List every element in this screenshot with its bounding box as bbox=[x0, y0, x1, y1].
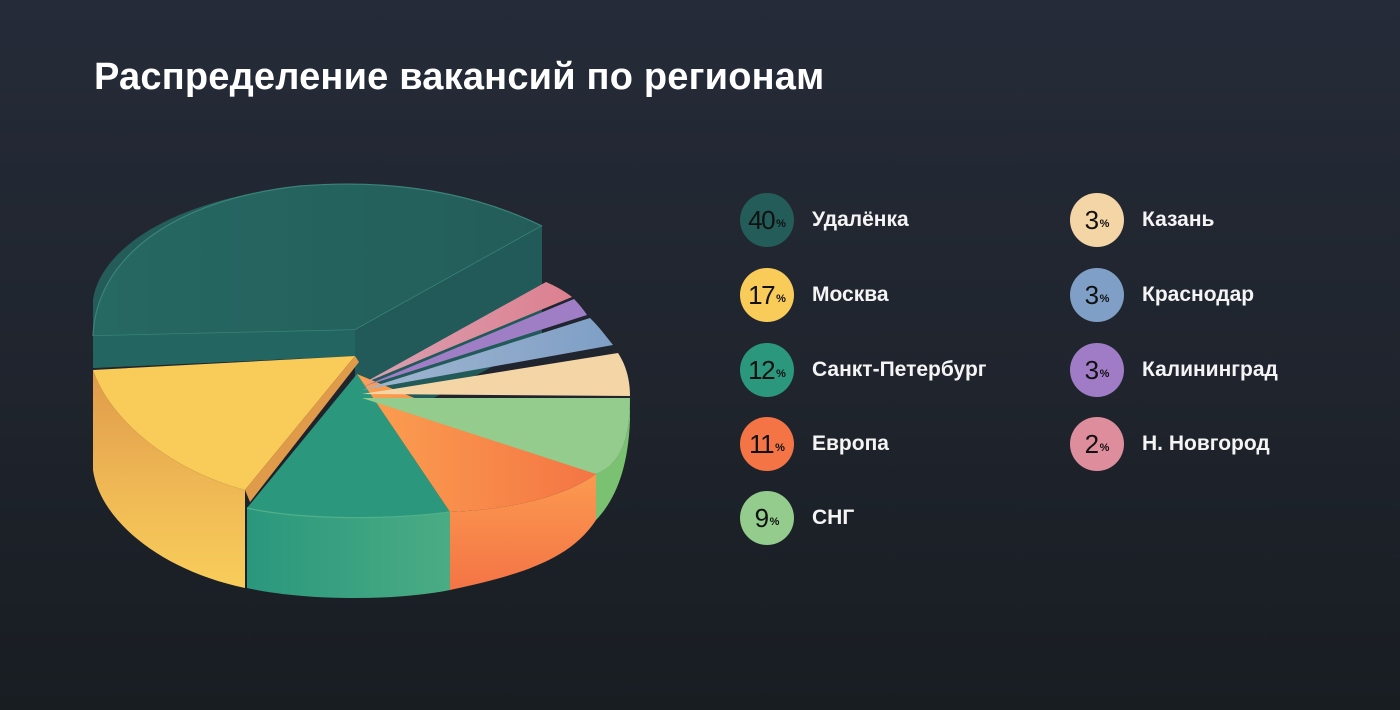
legend-label: Европа bbox=[812, 432, 889, 455]
slice-nnovgorod bbox=[362, 282, 572, 384]
slice-krasnodar bbox=[362, 318, 613, 390]
legend-label: Санкт-Петербург bbox=[812, 358, 987, 381]
percent-badge: 2% bbox=[1070, 417, 1124, 471]
percent-badge: 40% bbox=[740, 193, 794, 247]
slice-spb bbox=[246, 374, 451, 599]
legend-item-cis: 9% СНГ bbox=[740, 491, 854, 545]
legend-item-remote: 40% Удалёнка bbox=[740, 193, 909, 247]
legend-item-krasnodar: 3% Краснодар bbox=[1070, 268, 1254, 322]
percent-badge: 11% bbox=[740, 417, 794, 471]
slice-kazan bbox=[362, 353, 630, 396]
pie-chart-3d bbox=[92, 183, 630, 599]
legend-label: Калининград bbox=[1142, 358, 1278, 381]
legend-item-spb: 12% Санкт-Петербург bbox=[740, 343, 987, 397]
legend-item-europe: 11% Европа bbox=[740, 417, 889, 471]
percent-badge: 9% bbox=[740, 491, 794, 545]
legend-label: СНГ bbox=[812, 506, 855, 529]
percent-badge: 3% bbox=[1070, 343, 1124, 397]
percent-badge: 17% bbox=[740, 268, 794, 322]
slice-cis bbox=[362, 398, 630, 520]
legend-label: Удалёнка bbox=[812, 208, 909, 231]
legend-label: Казань bbox=[1142, 208, 1215, 231]
legend-item-kaliningrad: 3% Калининград bbox=[1070, 343, 1278, 397]
percent-badge: 3% bbox=[1070, 268, 1124, 322]
legend-label: Краснодар bbox=[1142, 283, 1255, 306]
slice-kaliningrad bbox=[362, 299, 587, 387]
legend-item-moscow: 17% Москва bbox=[740, 268, 889, 322]
legend-item-nnovgorod: 2% Н. Новгород bbox=[1070, 417, 1270, 471]
legend-label: Москва bbox=[812, 283, 889, 306]
percent-badge: 3% bbox=[1070, 193, 1124, 247]
percent-badge: 12% bbox=[740, 343, 794, 397]
chart-legend: 40% Удалёнка 17% Москва 12% Санкт-Петерб… bbox=[740, 193, 1360, 573]
legend-item-kazan: 3% Казань bbox=[1070, 193, 1214, 247]
legend-label: Н. Новгород bbox=[1142, 432, 1270, 455]
slice-moscow bbox=[93, 356, 359, 588]
chart-title: Распределение вакансий по регионам bbox=[94, 56, 825, 98]
